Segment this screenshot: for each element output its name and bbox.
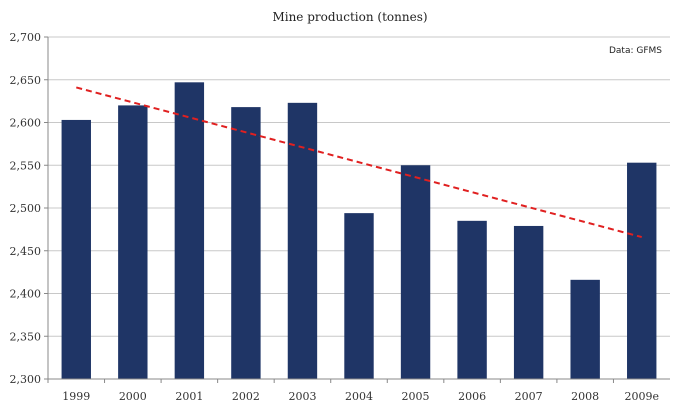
axes — [47, 37, 670, 380]
y-tick-label: 2,700 — [10, 31, 42, 44]
x-tick-label: 2008 — [571, 390, 599, 403]
bar — [570, 279, 600, 379]
bar — [174, 82, 205, 379]
x-tick-label: 2004 — [345, 390, 373, 403]
bar — [231, 107, 261, 380]
y-axis-ticks: 2,300 2,350 2,400 2,450 2,500 2,550 2,600 2,650… — [10, 31, 48, 386]
y-tick-label: 2,450 — [10, 245, 42, 258]
bar — [118, 105, 148, 380]
x-tick-label: 2001 — [175, 390, 203, 403]
x-tick-label: 2007 — [515, 390, 543, 403]
x-tick-label: 1999 — [62, 390, 90, 403]
x-tick-label: 2006 — [458, 390, 486, 403]
bar — [513, 225, 544, 379]
x-tick-label: 2005 — [402, 390, 430, 403]
trendline — [76, 86, 642, 239]
x-axis-ticks: 1999 2000 2001 2002 2003 2004 2005 2006 2007 2008… — [47, 379, 659, 403]
y-tick-label: 2,550 — [10, 159, 42, 172]
bar — [400, 165, 431, 379]
y-tick-label: 2,350 — [10, 330, 42, 343]
x-tick-label: 2003 — [288, 390, 316, 403]
data-source-note: Data: GFMS — [609, 46, 662, 56]
bar — [457, 220, 487, 379]
bar — [61, 119, 91, 379]
trendline-group — [76, 86, 642, 239]
x-tick-label: 2009e — [624, 390, 659, 403]
bar — [627, 162, 657, 379]
y-tick-label: 2,400 — [10, 288, 42, 301]
y-tick-label: 2,300 — [10, 373, 42, 386]
bars — [61, 82, 657, 380]
y-tick-label: 2,650 — [10, 74, 42, 87]
x-tick-label: 2000 — [119, 390, 147, 403]
y-tick-label: 2,600 — [10, 117, 42, 130]
chart-title: Mine production (tonnes) — [272, 10, 427, 24]
x-tick-label: 2002 — [232, 390, 260, 403]
y-tick-label: 2,500 — [10, 202, 42, 215]
bar — [344, 213, 374, 379]
